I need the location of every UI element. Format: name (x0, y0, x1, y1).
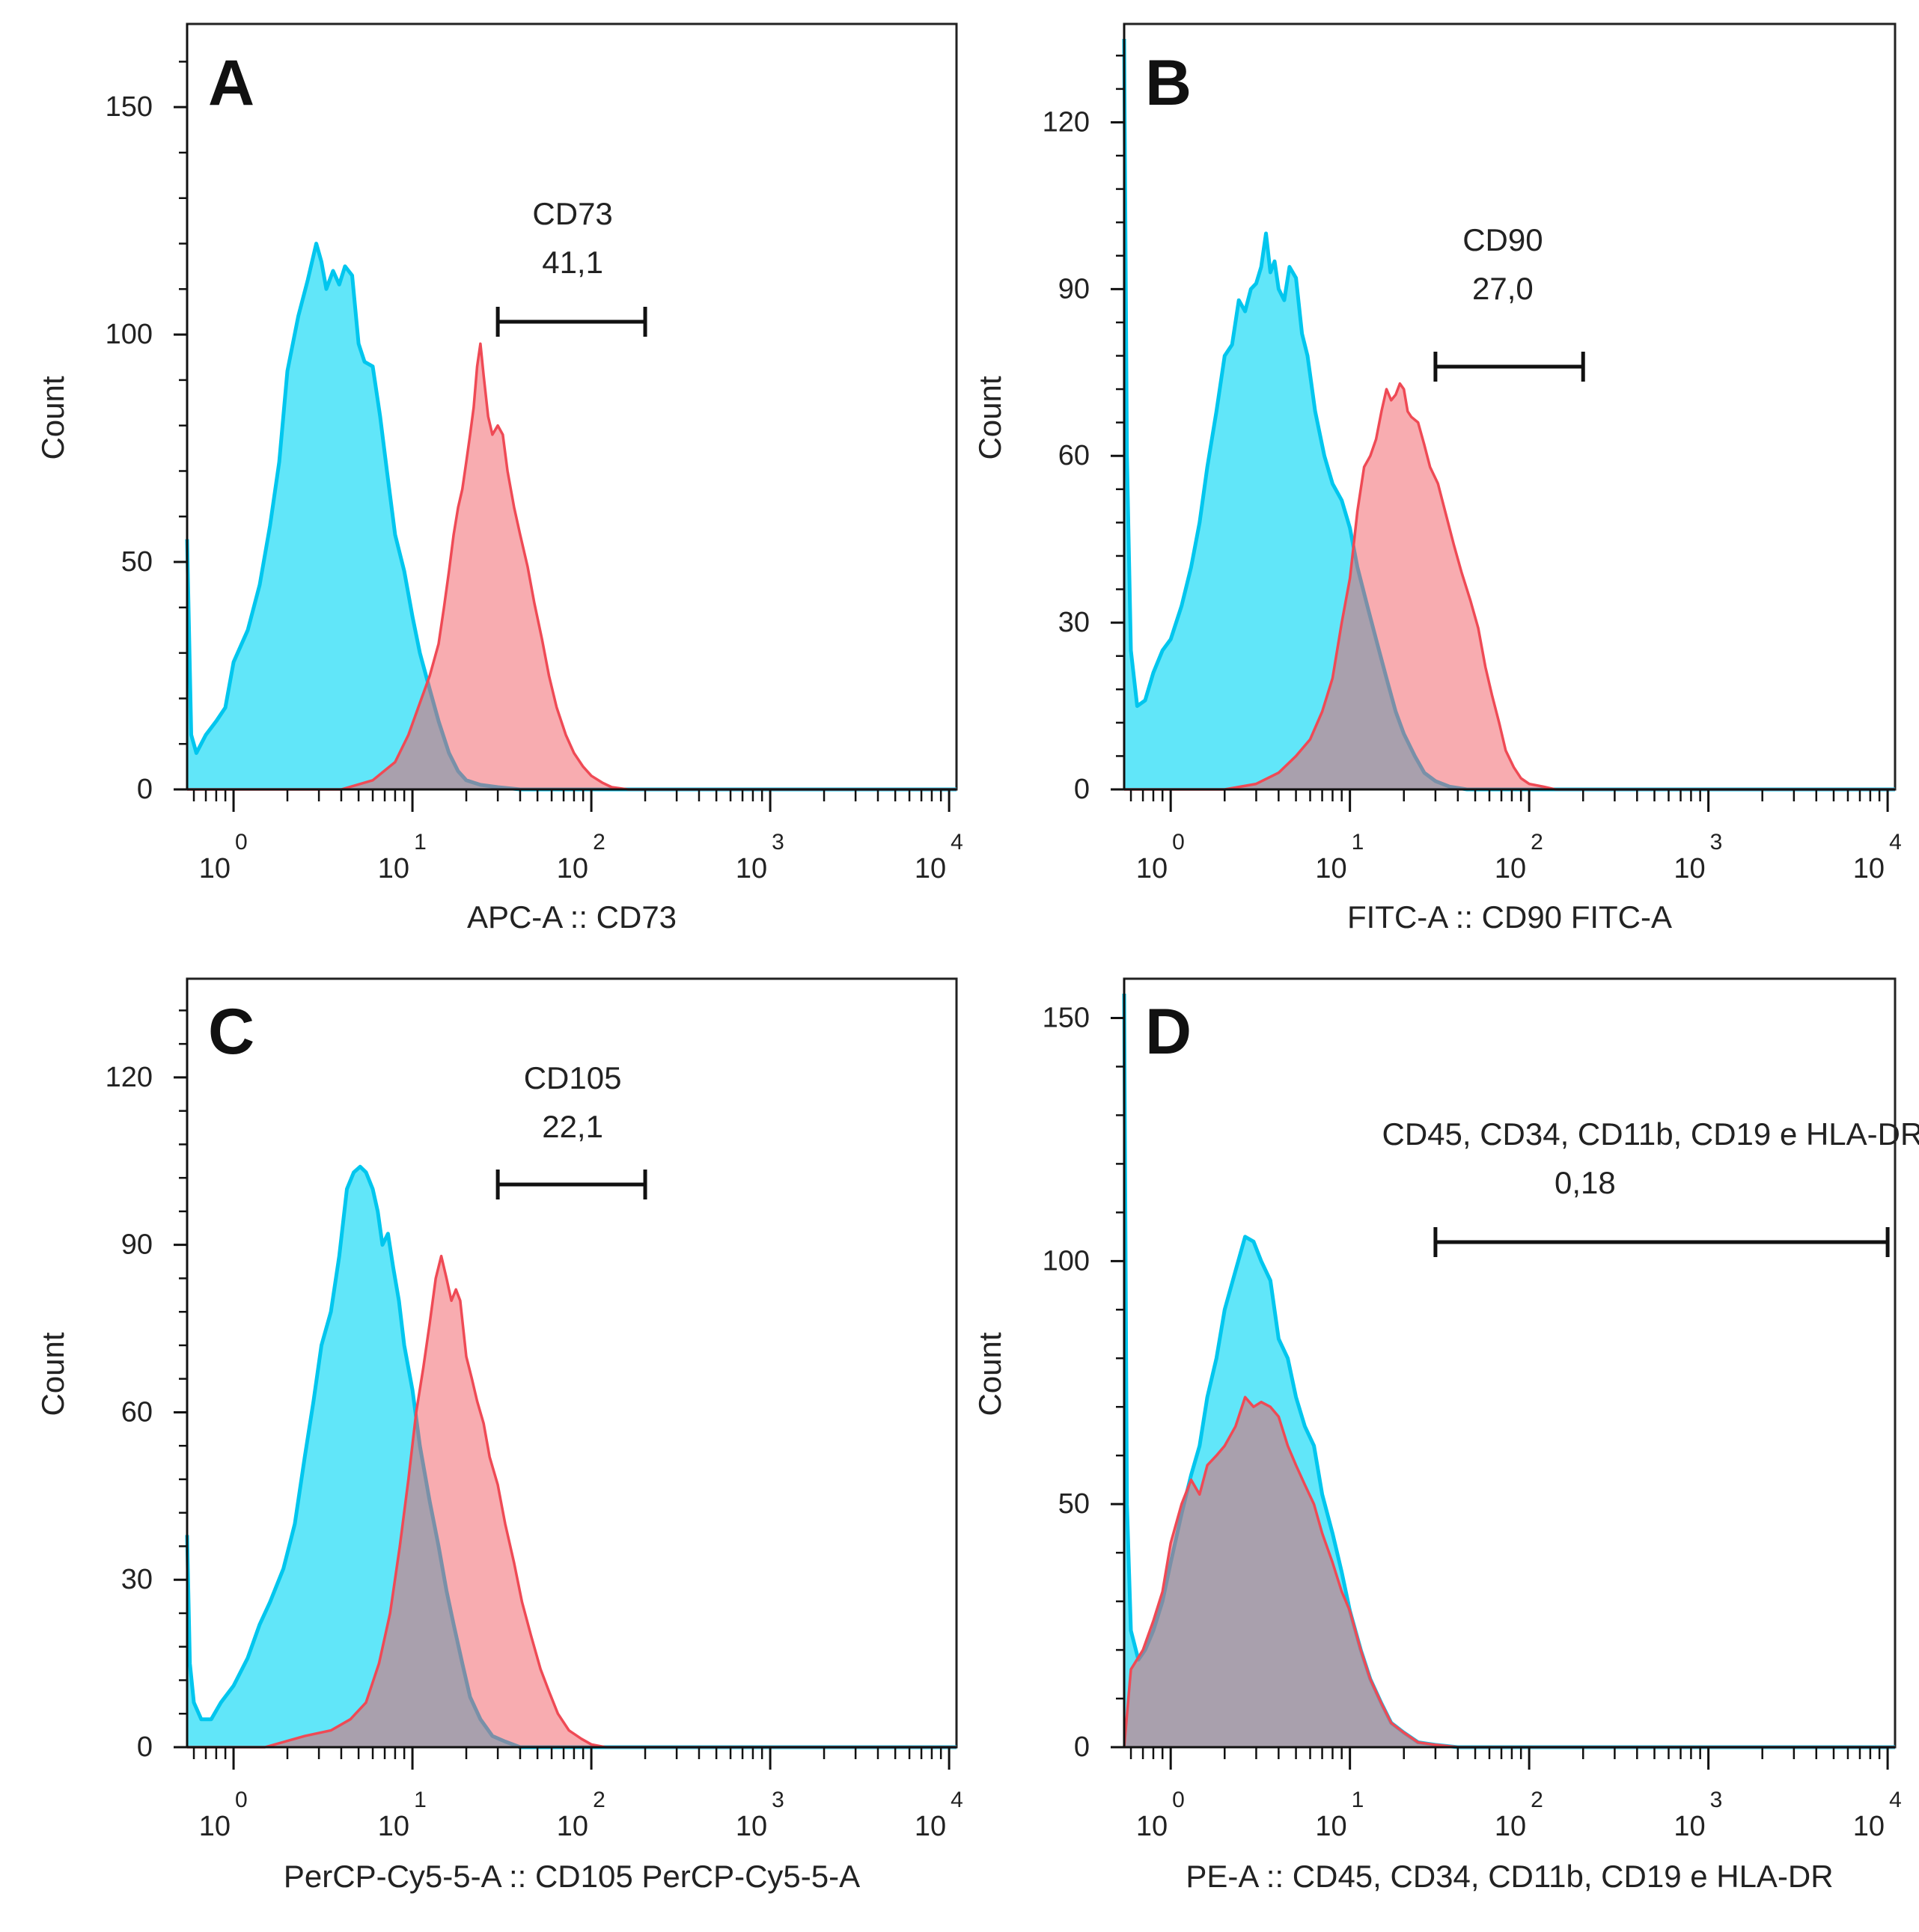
y-tick-label: 90 (1058, 273, 1090, 305)
x-tick-exponent: 4 (951, 1788, 963, 1812)
x-tick-exponent: 4 (1889, 830, 1902, 855)
x-axis-label: FITC-A :: CD90 FITC-A (1347, 899, 1672, 935)
x-tick-label: 10 (1315, 1811, 1346, 1842)
y-axis-label: Count (35, 376, 70, 459)
histogram-line-cd105 (187, 1254, 957, 1749)
y-axis-label: Count (35, 1332, 70, 1416)
y-tick-label: 120 (1043, 106, 1090, 138)
x-tick-label: 10 (557, 1811, 588, 1842)
y-tick-label: 100 (106, 319, 153, 350)
gate-value: 22,1 (542, 1109, 603, 1144)
x-tick-exponent: 2 (593, 1788, 605, 1812)
x-tick-exponent: 0 (1172, 830, 1185, 855)
histogram-fill-control (1124, 39, 1895, 789)
y-tick-label: 0 (1074, 774, 1090, 805)
panel-letter: B (1145, 47, 1192, 119)
panel-letter: C (208, 996, 254, 1068)
histogram-fill-pe-a (1124, 1397, 1895, 1747)
x-tick-label: 10 (199, 853, 231, 884)
y-tick-label: 50 (1058, 1488, 1090, 1520)
x-axis-label: PerCP-Cy5-5-A :: CD105 PerCP-Cy5-5-A (284, 1859, 860, 1894)
histogram-fill-control (187, 243, 957, 789)
x-tick-exponent: 0 (1172, 1788, 1185, 1812)
gate-name: CD90 (1462, 222, 1543, 257)
y-tick-label: 0 (137, 1731, 153, 1763)
x-axis-label: APC-A :: CD73 (467, 899, 677, 935)
x-tick-label: 10 (915, 1811, 946, 1842)
x-tick-exponent: 2 (1531, 1788, 1543, 1812)
x-tick-label: 10 (1674, 853, 1705, 884)
x-tick-label: 10 (1853, 1811, 1885, 1842)
x-tick-exponent: 2 (593, 830, 605, 855)
y-tick-label: 150 (106, 91, 153, 123)
x-tick-exponent: 3 (772, 1788, 784, 1812)
y-tick-label: 0 (1074, 1731, 1090, 1763)
x-tick-exponent: 0 (235, 1788, 248, 1812)
x-tick-exponent: 0 (235, 830, 248, 855)
y-axis-label: Count (972, 1332, 1007, 1416)
x-tick-label: 10 (736, 853, 767, 884)
histogram-line-cd90 (1124, 382, 1895, 791)
y-tick-label: 60 (121, 1396, 153, 1428)
y-tick-label: 30 (121, 1564, 153, 1595)
gate-value: 0,18 (1555, 1165, 1616, 1200)
x-tick-label: 10 (199, 1811, 231, 1842)
x-tick-label: 10 (1315, 853, 1346, 884)
y-tick-label: 0 (137, 774, 153, 805)
panel-letter: A (208, 47, 254, 119)
y-tick-label: 100 (1043, 1245, 1090, 1277)
x-tick-label: 10 (1495, 1811, 1526, 1842)
gate-value: 41,1 (542, 245, 603, 280)
x-tick-exponent: 4 (951, 830, 963, 855)
x-tick-label: 10 (557, 853, 588, 884)
panel-letter: D (1145, 996, 1192, 1068)
x-axis-label: PE-A :: CD45, CD34, CD11b, CD19 e HLA-DR (1186, 1859, 1833, 1894)
x-tick-label: 10 (1853, 853, 1885, 884)
histogram-fill-control (187, 1167, 957, 1747)
gate-name: CD45, CD34, CD11b, CD19 e HLA-DR (1382, 1116, 1919, 1152)
x-tick-label: 10 (1495, 853, 1526, 884)
x-tick-label: 10 (378, 853, 409, 884)
y-tick-label: 50 (121, 546, 153, 578)
y-axis-label: Count (972, 376, 1007, 459)
x-tick-label: 10 (1136, 853, 1168, 884)
histogram-line-pe-a (1123, 1395, 1895, 1749)
y-tick-label: 150 (1043, 1002, 1090, 1033)
x-tick-label: 10 (915, 853, 946, 884)
x-tick-label: 10 (1674, 1811, 1705, 1842)
y-tick-label: 60 (1058, 440, 1090, 471)
x-tick-exponent: 3 (1710, 830, 1723, 855)
x-tick-exponent: 3 (1710, 1788, 1723, 1812)
x-tick-label: 10 (1136, 1811, 1168, 1842)
y-tick-label: 90 (121, 1229, 153, 1261)
y-tick-label: 120 (106, 1062, 153, 1093)
y-tick-label: 30 (1058, 607, 1090, 638)
x-tick-exponent: 4 (1889, 1788, 1902, 1812)
x-tick-exponent: 2 (1531, 830, 1543, 855)
x-tick-label: 10 (378, 1811, 409, 1842)
x-tick-exponent: 1 (414, 830, 427, 855)
gate-name: CD105 (524, 1060, 622, 1095)
histogram-line-cd73 (187, 342, 957, 791)
x-tick-exponent: 1 (414, 1788, 427, 1812)
gate-name: CD73 (532, 196, 612, 231)
x-tick-exponent: 1 (1352, 1788, 1364, 1812)
x-tick-exponent: 1 (1352, 830, 1364, 855)
x-tick-label: 10 (736, 1811, 767, 1842)
x-tick-exponent: 3 (772, 830, 784, 855)
gate-value: 27,0 (1472, 271, 1534, 306)
